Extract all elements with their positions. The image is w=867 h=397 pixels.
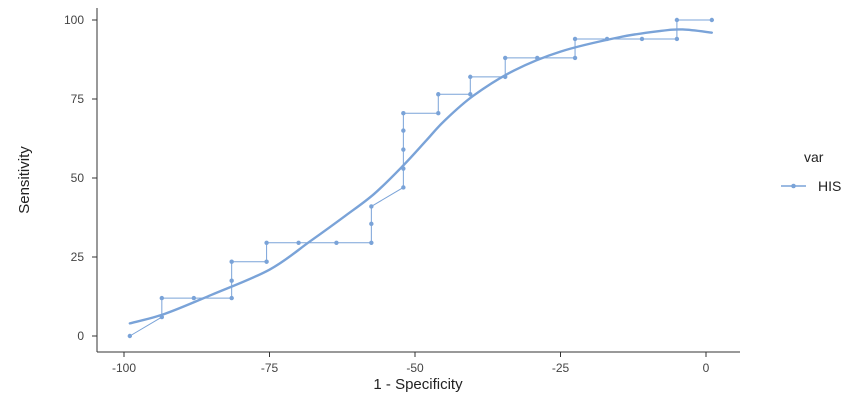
data-point: [674, 36, 680, 42]
series-line-his: [129, 19, 712, 337]
x-tick-label: -50: [406, 361, 424, 375]
legend-label-his: HIS: [818, 178, 841, 194]
y-tick-label: 25: [71, 250, 85, 264]
data-point: [401, 111, 406, 116]
data-point: [369, 221, 374, 227]
data-point: [468, 74, 473, 80]
data-point: [401, 147, 406, 152]
data-point: [572, 55, 578, 61]
data-point: [369, 240, 374, 245]
y-tick-label: 0: [77, 329, 84, 343]
y-axis-title: Sensitivity: [16, 146, 33, 214]
data-point: [296, 240, 301, 245]
data-point: [159, 314, 165, 320]
data-point: [436, 111, 441, 116]
y-tick-label: 50: [71, 171, 85, 185]
data-point: [159, 295, 165, 301]
data-point: [572, 36, 578, 42]
data-point: [369, 204, 374, 209]
legend: var HIS: [781, 149, 841, 194]
data-point: [604, 36, 610, 42]
data-point: [436, 92, 441, 97]
y-tick-label: 100: [64, 13, 84, 27]
axes: [96, 8, 740, 353]
data-point: [468, 92, 473, 97]
smooth-fit-curve: [128, 28, 714, 325]
data-point: [334, 240, 339, 245]
x-tick-label: -25: [552, 361, 570, 375]
data-point: [674, 17, 680, 23]
x-tick-label: 0: [703, 361, 710, 375]
y-tick-label: 75: [71, 92, 85, 106]
data-point: [229, 259, 234, 264]
data-point: [191, 295, 197, 301]
data-point: [229, 278, 234, 283]
data-point: [503, 55, 508, 61]
data-point: [127, 333, 133, 339]
data-point: [401, 185, 406, 190]
data-point: [264, 259, 269, 264]
data-point: [535, 55, 540, 61]
x-tick-label: -75: [261, 361, 279, 375]
smooth-fit-layer: [128, 28, 714, 325]
data-point: [229, 295, 234, 301]
data-point: [503, 74, 508, 80]
legend-key-point: [791, 183, 796, 189]
data-point: [401, 128, 406, 133]
x-axis-title: 1 - Specificity: [373, 376, 463, 393]
data-point: [264, 240, 269, 245]
data-point: [401, 166, 406, 171]
x-tick-label: -100: [112, 361, 136, 375]
axis-ticks: -100 -75 -50 -25 0 0 25 50 75 100: [64, 13, 710, 375]
series-layer: [127, 17, 715, 339]
data-point: [709, 17, 715, 23]
legend-title: var: [804, 149, 824, 165]
data-point: [639, 36, 645, 42]
